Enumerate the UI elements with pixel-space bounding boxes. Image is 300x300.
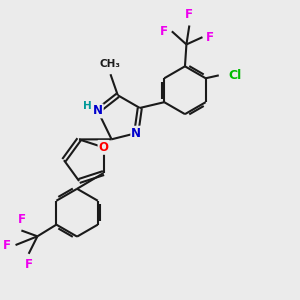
Text: Cl: Cl	[228, 69, 242, 82]
Text: F: F	[3, 238, 11, 252]
Text: F: F	[206, 31, 214, 44]
Text: F: F	[25, 258, 33, 271]
Text: F: F	[17, 213, 26, 226]
Text: F: F	[160, 25, 168, 38]
Text: N: N	[131, 127, 141, 140]
Text: CH₃: CH₃	[100, 59, 121, 69]
Text: N: N	[93, 104, 103, 117]
Text: F: F	[185, 8, 193, 21]
Text: H: H	[83, 100, 92, 111]
Text: O: O	[98, 141, 109, 154]
